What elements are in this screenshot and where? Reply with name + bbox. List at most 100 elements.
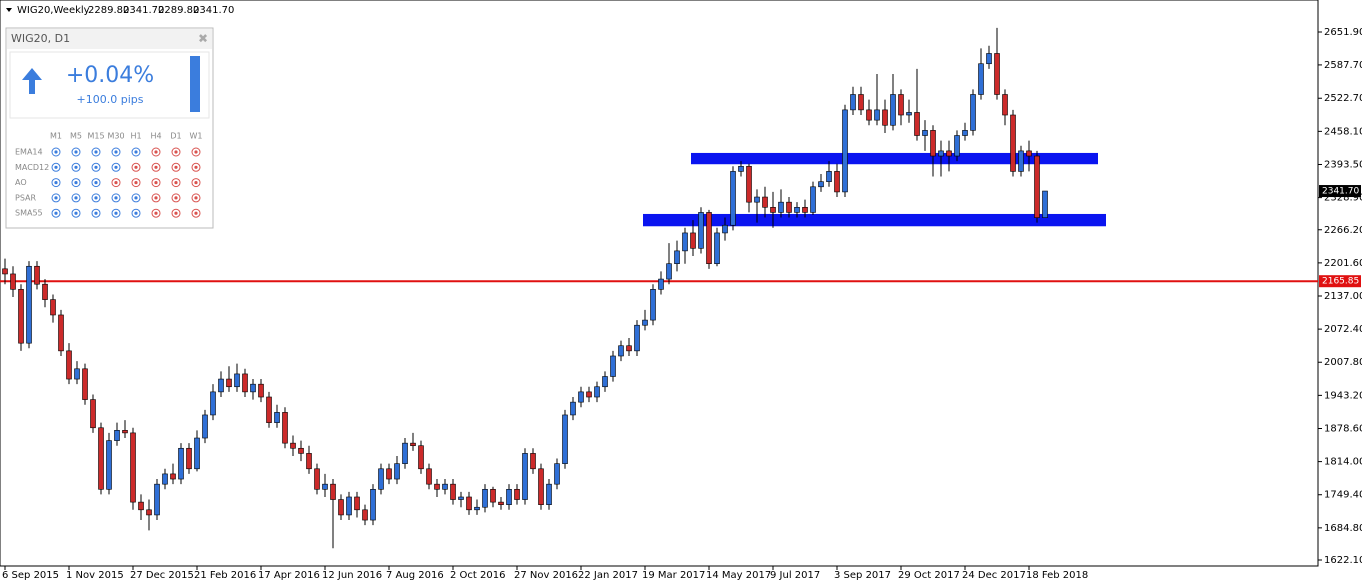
signal-ring <box>151 193 161 203</box>
candle-body <box>42 283 48 300</box>
candle-body <box>122 430 128 434</box>
candle-body <box>938 150 944 157</box>
level-label: 2165.85 <box>1322 277 1359 287</box>
candle-body <box>106 440 112 490</box>
candle-body <box>346 496 352 516</box>
candle-body <box>98 427 104 490</box>
timeframe: W1 <box>190 132 203 141</box>
candle-body <box>154 483 160 516</box>
candle-body <box>730 171 736 226</box>
candle-body <box>898 94 904 116</box>
candle-body <box>90 399 96 429</box>
level-tag <box>1319 275 1361 288</box>
candle-body <box>986 53 992 65</box>
candle-body <box>970 94 976 131</box>
signal-dot <box>174 211 178 215</box>
zone <box>643 213 1106 227</box>
candle-body <box>434 483 440 490</box>
indicator-name: EMA14 <box>15 148 43 157</box>
signal-ring <box>131 178 141 188</box>
y-tick-label: 2651.90 <box>1324 27 1362 38</box>
y-tick-label: 1684.80 <box>1324 523 1362 534</box>
candle-body <box>610 355 616 377</box>
signal-ring <box>71 208 81 218</box>
candle-body <box>506 488 512 505</box>
candle-body <box>186 447 192 470</box>
candle-body <box>458 496 464 500</box>
candle-body <box>674 250 680 264</box>
x-tick-label: 29 Oct 2017 <box>898 570 960 581</box>
y-tick-label: 2458.10 <box>1324 126 1362 137</box>
signal-dot <box>74 165 78 169</box>
candle-body <box>930 130 936 157</box>
candle-body <box>954 135 960 157</box>
candle-body <box>922 130 928 136</box>
signal-dot <box>54 165 58 169</box>
signal-dot <box>194 150 198 154</box>
signal-dot <box>174 165 178 169</box>
candle-body <box>58 314 64 352</box>
candle-body <box>802 206 808 213</box>
candle-body <box>1010 114 1016 172</box>
candle-body <box>690 232 696 249</box>
candle-body <box>834 171 840 193</box>
close-button[interactable]: ✖ <box>198 32 208 46</box>
y-tick-label: 1622.10 <box>1324 555 1362 566</box>
y-tick-label: 2328.90 <box>1324 193 1362 204</box>
candle-body <box>410 442 416 447</box>
signal-dot <box>174 150 178 154</box>
candle-body <box>450 483 456 500</box>
candle-body <box>170 473 176 480</box>
price-tag <box>1319 185 1361 198</box>
candle-body <box>402 442 408 464</box>
signal-dot <box>194 211 198 215</box>
candle-body <box>498 501 504 505</box>
signal-ring <box>151 178 161 188</box>
signal-ring <box>131 162 141 172</box>
y-tick-label: 2201.60 <box>1324 258 1362 269</box>
x-tick-label: 24 Dec 2017 <box>962 570 1026 581</box>
candle-body <box>650 289 656 321</box>
signal-dot <box>194 165 198 169</box>
signal-dot <box>94 181 98 185</box>
menu-arrow[interactable] <box>6 8 12 12</box>
timeframe: M5 <box>70 132 82 141</box>
x-tick-label: 27 Nov 2016 <box>514 570 578 581</box>
candle-body <box>338 499 344 516</box>
x-tick-label: 17 Apr 2016 <box>258 570 320 581</box>
candle-body <box>386 468 392 480</box>
candle-body <box>210 391 216 416</box>
candle-body <box>218 378 224 393</box>
signal-ring <box>71 147 81 157</box>
x-tick-label: 6 Sep 2015 <box>2 570 59 581</box>
candle-body <box>1042 190 1048 218</box>
timeframe: D1 <box>170 132 181 141</box>
signal-ring <box>111 162 121 172</box>
candle-body <box>282 412 288 444</box>
signal-ring <box>191 178 201 188</box>
signal-ring <box>171 193 181 203</box>
candle-body <box>258 383 264 398</box>
candle-body <box>586 391 592 398</box>
candle-body <box>354 496 360 511</box>
candle-body <box>522 453 528 500</box>
signal-dot <box>154 211 158 215</box>
candle-body <box>794 206 800 213</box>
candle-body <box>914 112 920 136</box>
candle-body <box>226 378 232 388</box>
candle-body <box>770 206 776 213</box>
candle-body <box>202 414 208 439</box>
candle-body <box>234 373 240 388</box>
signal-dot <box>134 211 138 215</box>
y-tick-label: 1943.20 <box>1324 390 1362 401</box>
pips: +100.0 pips <box>77 93 144 106</box>
y-tick-label: 2587.70 <box>1324 60 1362 71</box>
candle-body <box>26 265 32 344</box>
candle-body <box>634 324 640 352</box>
candle-body <box>490 488 496 503</box>
candle-body <box>594 386 600 398</box>
signal-dot <box>174 196 178 200</box>
x-tick-label: 19 Mar 2017 <box>642 570 705 581</box>
candle-body <box>114 430 120 441</box>
signal-ring <box>51 178 61 188</box>
